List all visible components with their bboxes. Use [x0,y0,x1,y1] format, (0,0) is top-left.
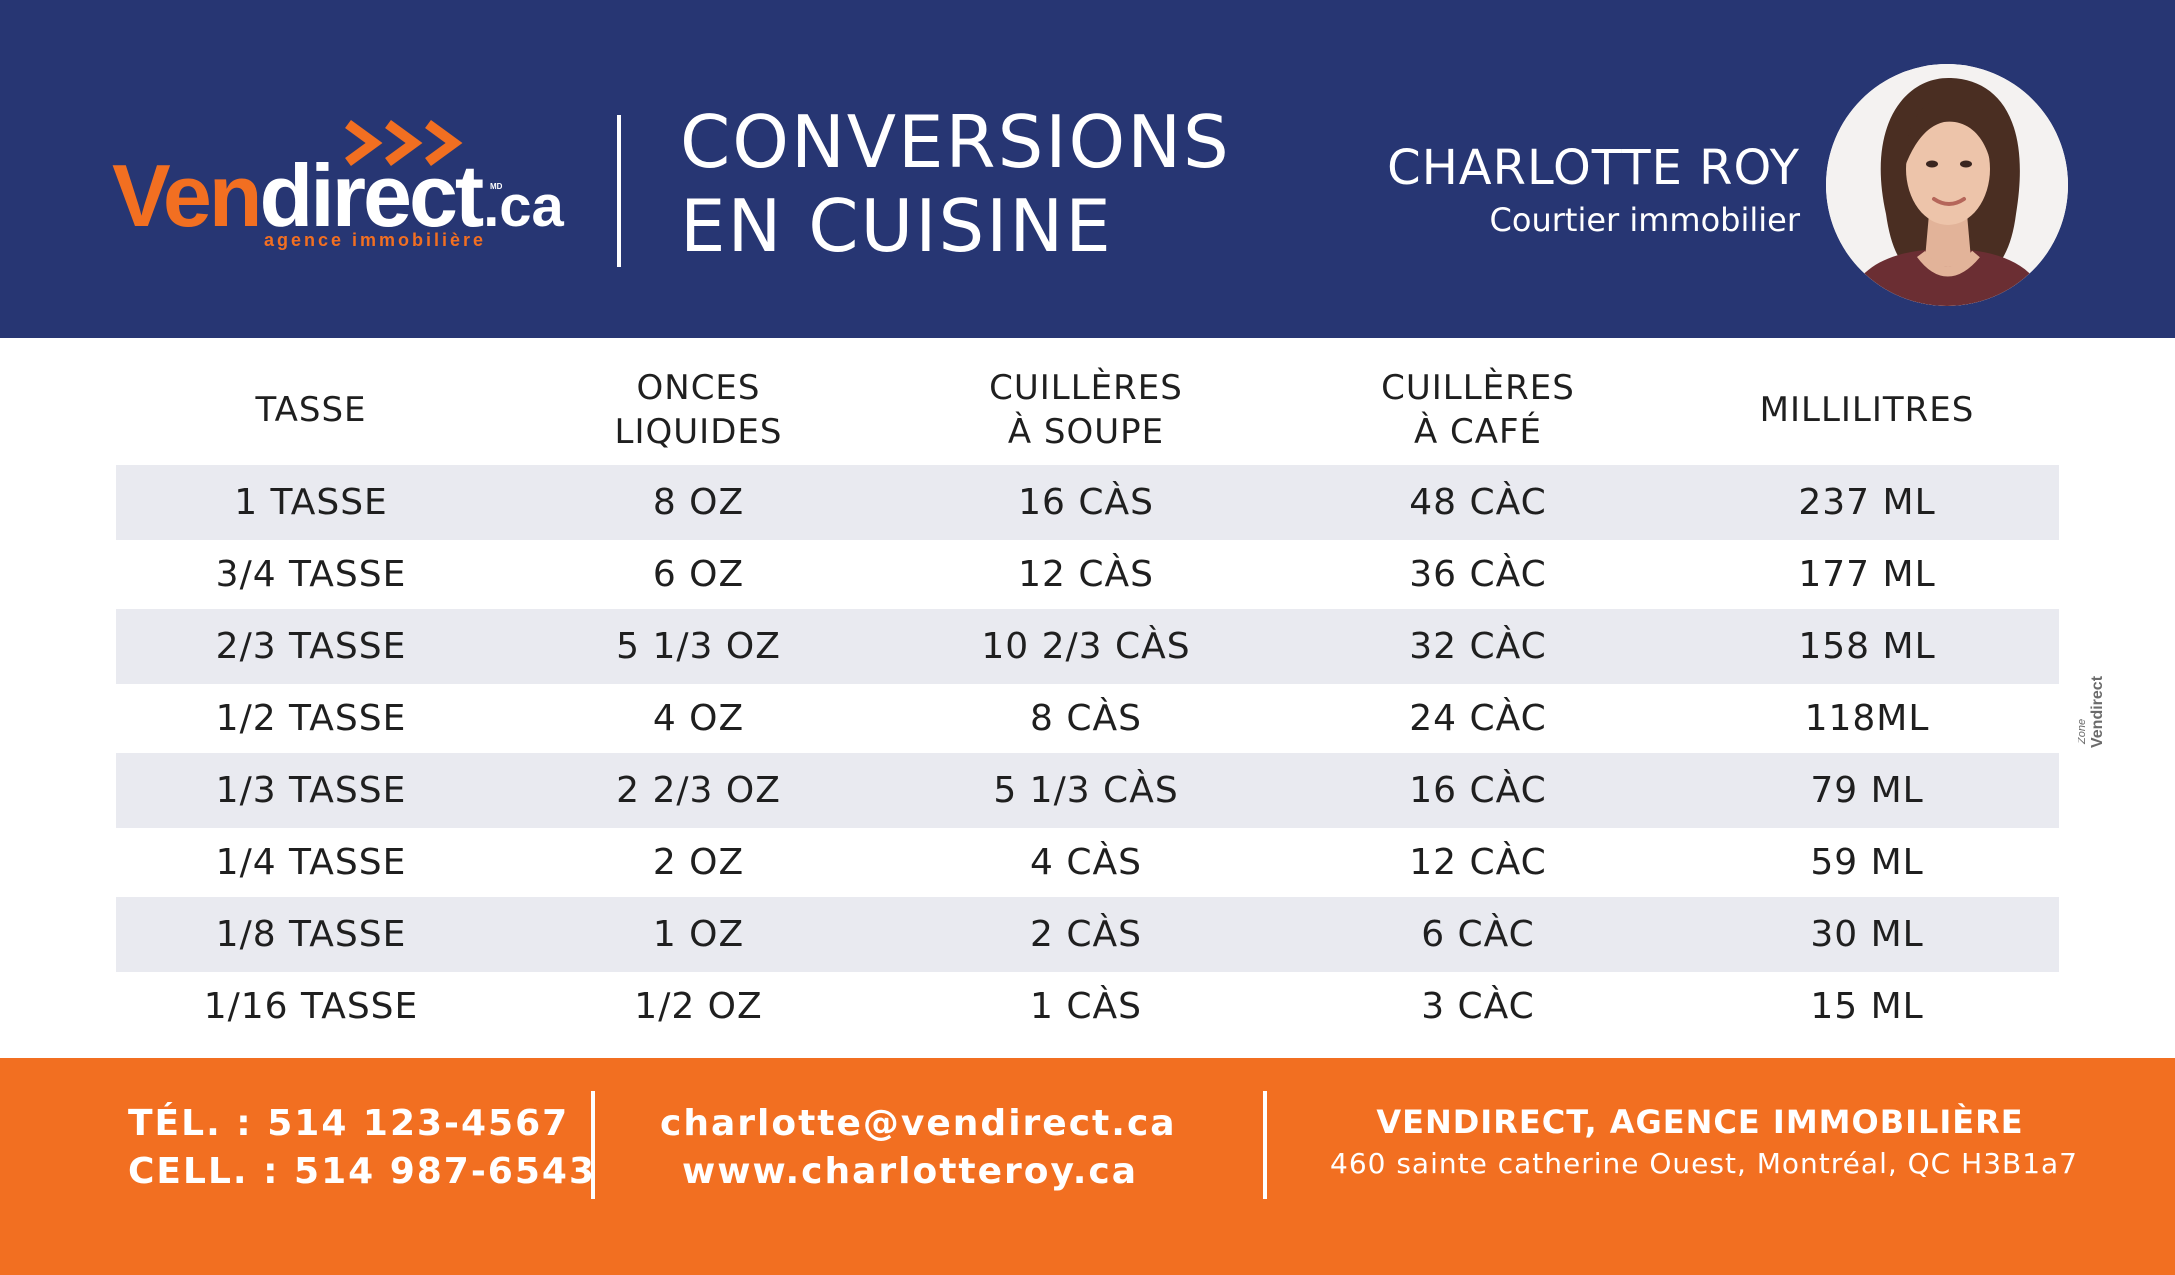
table-cell: 2 2/3 OZ [616,770,781,811]
page-title: CONVERSIONS EN CUISINE [680,100,1231,268]
table-row: 3/4 TASSE 6 OZ 12 CÀS 36 CÀC 177 ML [116,540,2059,609]
table-cell: 1/4 TASSE [215,842,407,883]
table-cell: 8 OZ [652,482,745,523]
footer-banner: TÉL. : 514 123-4567 CELL. : 514 987-6543… [0,1058,2175,1275]
table-row: 1/3 TASSE 2 2/3 OZ 5 1/3 CÀS 16 CÀC 79 M… [116,753,2059,828]
table-cell: 118ML [1804,698,1930,739]
table-cell: 32 CÀC [1409,626,1547,667]
column-header-cuilleres-cafe: CUILLÈRES À CAFÉ [1381,368,1575,452]
table-cell: 177 ML [1798,554,1936,595]
table-cell: 6 OZ [652,554,745,595]
conversion-table: TASSE ONCES LIQUIDES CUILLÈRES À SOUPE C… [116,355,2059,1041]
zone-word-1: Zone [2078,719,2088,745]
table-cell: 24 CÀC [1409,698,1547,739]
table-row: 1 TASSE 8 OZ 16 CÀS 48 CÀC 237 ML [116,465,2059,540]
table-row: 2/3 TASSE 5 1/3 OZ 10 2/3 CÀS 32 CÀC 158… [116,609,2059,684]
column-header-millilitres: MILLILITRES [1759,390,1975,430]
table-cell: 1/3 TASSE [215,770,407,811]
table-cell: 1 CÀS [1030,986,1142,1027]
table-cell: 5 1/3 OZ [616,626,781,667]
footer-divider [1263,1091,1267,1199]
agent-role: Courtier immobilier [1489,201,1800,239]
zone-word-2: Vendirect [2089,675,2106,748]
company-block: VENDIRECT, AGENCE IMMOBILIÈRE 460 sainte… [1330,1100,2078,1184]
zone-vendirect-mark: Vendirect Zone [2078,675,2106,748]
table-cell: 59 ML [1810,842,1924,883]
triple-chevron-right-icon [345,119,463,167]
header-divider [617,115,621,267]
table-cell: 1/16 TASSE [203,986,419,1027]
table-cell: 16 CÀS [1018,482,1154,523]
table-cell: 3/4 TASSE [215,554,407,595]
table-cell: 30 ML [1810,914,1924,955]
table-cell: 1 TASSE [234,482,388,523]
logo-wordmark: Vendirect.ca [112,146,564,245]
title-line-1: CONVERSIONS [680,100,1231,184]
table-cell: 16 CÀC [1409,770,1547,811]
table-cell: 12 CÀS [1018,554,1154,595]
table-cell: 48 CÀC [1409,482,1547,523]
table-cell: 237 ML [1798,482,1936,523]
table-row: 1/8 TASSE 1 OZ 2 CÀS 6 CÀC 30 ML [116,897,2059,972]
agent-portrait [1826,64,2068,306]
company-address: 460 sainte catherine Ouest, Montréal, QC… [1330,1147,2078,1180]
table-cell: 8 CÀS [1030,698,1142,739]
table-cell: 6 CÀC [1421,914,1535,955]
header-banner: Vendirect.ca MD agence immobilière CONVE… [0,0,2175,338]
table-header-row: TASSE ONCES LIQUIDES CUILLÈRES À SOUPE C… [116,355,2059,465]
table-row: 1/16 TASSE 1/2 OZ 1 CÀS 3 CÀC 15 ML [116,972,2059,1041]
table-cell: 3 CÀC [1421,986,1535,1027]
company-name: VENDIRECT, AGENCE IMMOBILIÈRE [1376,1103,2024,1141]
logo-tagline: agence immobilière [264,230,487,250]
table-row: 1/2 TASSE 4 OZ 8 CÀS 24 CÀC 118ML [116,684,2059,753]
table-cell: 4 CÀS [1030,842,1142,883]
table-cell: 158 ML [1798,626,1936,667]
table-cell: 5 1/3 CÀS [993,770,1179,811]
table-cell: 15 ML [1810,986,1924,1027]
table-cell: 1/2 OZ [634,986,763,1027]
table-cell: 1 OZ [652,914,745,955]
logo-trademark: MD [490,182,503,191]
table-cell: 79 ML [1810,770,1924,811]
cell-number[interactable]: CELL. : 514 987-6543 [128,1151,596,1192]
agent-name: CHARLOTTE ROY [1387,140,1800,196]
table-cell: 10 2/3 CÀS [981,626,1191,667]
footer-divider [591,1091,595,1199]
column-header-onces: ONCES LIQUIDES [614,368,783,452]
table-row: 1/4 TASSE 2 OZ 4 CÀS 12 CÀC 59 ML [116,828,2059,897]
website-link[interactable]: www.charlotteroy.ca [681,1151,1139,1192]
table-cell: 1/2 TASSE [215,698,407,739]
email-link[interactable]: charlotte@vendirect.ca [660,1103,1177,1144]
column-header-tasse: TASSE [255,390,367,430]
table-cell: 1/8 TASSE [215,914,407,955]
table-cell: 2/3 TASSE [215,626,407,667]
vendirect-logo[interactable]: Vendirect.ca MD agence immobilière [112,118,572,253]
table-cell: 4 OZ [652,698,745,739]
agent-info: CHARLOTTE ROY Courtier immobilier [1387,138,1800,242]
portrait-image [1826,64,2068,306]
column-header-cuilleres-soupe: CUILLÈRES À SOUPE [989,368,1183,452]
phone-block: TÉL. : 514 123-4567 CELL. : 514 987-6543 [128,1100,596,1196]
table-cell: 12 CÀC [1409,842,1547,883]
table-cell: 36 CÀC [1409,554,1547,595]
tel-number[interactable]: TÉL. : 514 123-4567 [128,1103,570,1144]
table-cell: 2 CÀS [1030,914,1142,955]
contact-block: charlotte@vendirect.ca www.charlotteroy.… [660,1100,1177,1196]
title-line-2: EN CUISINE [680,184,1113,268]
table-cell: 2 OZ [652,842,745,883]
